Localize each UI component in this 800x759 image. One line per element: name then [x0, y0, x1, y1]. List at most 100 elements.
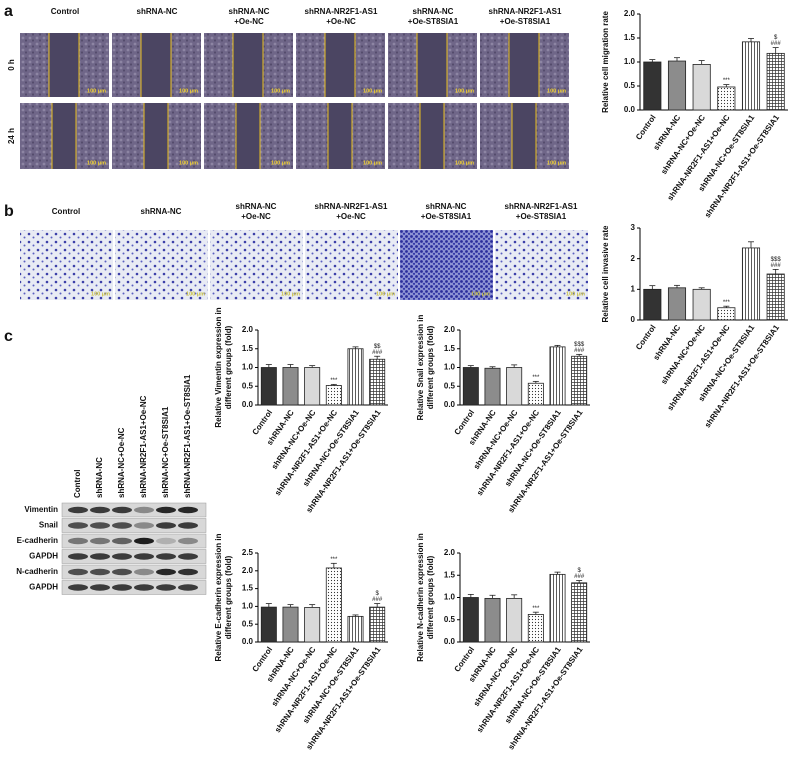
blot-band: [134, 584, 154, 591]
bar: [527, 614, 544, 643]
significance-label: $$$: [574, 342, 585, 348]
significance-label: ###: [771, 263, 782, 269]
bar: [260, 606, 277, 643]
y-axis-label: Relative cell invasive rate: [601, 225, 610, 323]
lane-label: shRNA-NC+Oe-NC: [117, 427, 126, 498]
blot-band: [178, 537, 198, 545]
y-axis-label: Relative N-cadherin expression in: [416, 533, 425, 662]
y-tick-label: 2.0: [242, 566, 254, 575]
blot-band: [68, 568, 88, 576]
scale-label: 100 μm: [471, 291, 490, 297]
row-label: 24 h: [7, 128, 16, 144]
significance-label: ***: [723, 78, 731, 84]
blot-band: [134, 522, 154, 529]
significance-label: ###: [372, 350, 383, 356]
scale-label: 100 μm: [566, 291, 585, 297]
blot-band: [68, 522, 88, 529]
scale-label: 100 μm: [87, 160, 106, 166]
panel-label: c: [4, 328, 13, 345]
bar: [549, 346, 566, 406]
bar: [325, 567, 342, 643]
y-axis-label: Relative E-cadherin expression in: [214, 533, 223, 661]
blot-band: [68, 584, 88, 591]
blot-band: [156, 568, 176, 576]
scale-label: 100 μm: [547, 160, 566, 166]
significance-label: ***: [723, 300, 731, 306]
blot-strip: [61, 518, 207, 533]
lane-label: shRNA-NC: [95, 457, 104, 498]
column-header: +Oe-ST8SIA1: [516, 212, 567, 221]
bar: [304, 607, 321, 643]
blot-band: [90, 537, 110, 545]
significance-label: ###: [372, 597, 383, 603]
scratch-gap: [144, 103, 168, 169]
scratch-gap: [141, 33, 171, 97]
panel-label: a: [4, 3, 13, 20]
column-header: shRNA-NR2F1-AS1: [489, 7, 562, 16]
significance-label: $: [577, 568, 581, 574]
blot-strip: [61, 502, 207, 518]
column-header: +Oe-NC: [326, 17, 356, 26]
micrograph: [20, 230, 113, 300]
blot-band: [112, 553, 132, 560]
y-tick-label: 1.0: [444, 593, 456, 602]
significance-label: $$$: [771, 257, 782, 263]
blot-strip: [61, 564, 207, 580]
blot-band: [90, 506, 110, 514]
bar: [369, 358, 386, 406]
column-header: +Oe-ST8SIA1: [421, 212, 472, 221]
y-tick-label: 0: [631, 315, 636, 324]
blot-band: [156, 506, 176, 514]
bar: [462, 597, 479, 643]
y-tick-label: 0.5: [624, 81, 636, 90]
y-axis-label: Relative Snail expression in: [416, 314, 425, 420]
bar: [506, 367, 523, 406]
significance-label: ***: [330, 557, 338, 563]
column-header: +Oe-ST8SIA1: [408, 17, 459, 26]
blot-band: [112, 568, 132, 576]
y-tick-label: 1.5: [444, 570, 456, 579]
blot-band: [178, 522, 198, 529]
significance-label: ***: [532, 606, 540, 612]
bar: [766, 52, 785, 111]
blot-band: [90, 568, 110, 576]
blot-band: [90, 553, 110, 560]
micrograph: [115, 230, 208, 300]
lane-label: Control: [73, 470, 82, 498]
bar: [571, 355, 588, 406]
bar: [741, 247, 761, 321]
blot-band: [134, 553, 154, 560]
blot-band: [134, 506, 154, 514]
blot-band: [112, 506, 132, 514]
scale-label: 100 μm: [455, 88, 474, 94]
lane-label: shRNA-NR2F1-AS1+Oe-ST8SIA1: [183, 374, 192, 498]
bar: [741, 41, 761, 111]
blot-band: [156, 522, 176, 529]
row-label: 0 h: [7, 59, 16, 71]
x-tick-label: shRNA-NC+Oe-NC: [659, 113, 707, 176]
y-tick-label: 0.5: [444, 381, 456, 390]
bar: [571, 582, 588, 643]
scale-label: 100 μm: [271, 88, 290, 94]
column-header: shRNA-NC: [413, 7, 454, 16]
bar: [766, 273, 785, 321]
bar: [347, 348, 364, 406]
scratch-gap: [49, 33, 79, 97]
scale-label: 100 μm: [87, 88, 106, 94]
scale-label: 100 μm: [455, 160, 474, 166]
blot-band: [112, 537, 132, 545]
column-header: Control: [52, 207, 80, 216]
x-tick-label: shRNA-NC+Oe-NC: [659, 323, 707, 386]
blot-band: [156, 537, 176, 545]
significance-label: $: [774, 35, 778, 41]
scratch-gap: [420, 103, 444, 169]
scale-label: 100 μm: [363, 88, 382, 94]
blot-band: [134, 537, 154, 545]
column-header: +Oe-NC: [241, 212, 271, 221]
bar: [527, 382, 544, 406]
y-tick-label: 2.0: [624, 9, 636, 18]
x-tick-label: Control: [634, 323, 658, 351]
bar: [717, 307, 736, 321]
y-tick-label: 1.0: [242, 363, 254, 372]
y-tick-label: 1.0: [624, 57, 636, 66]
